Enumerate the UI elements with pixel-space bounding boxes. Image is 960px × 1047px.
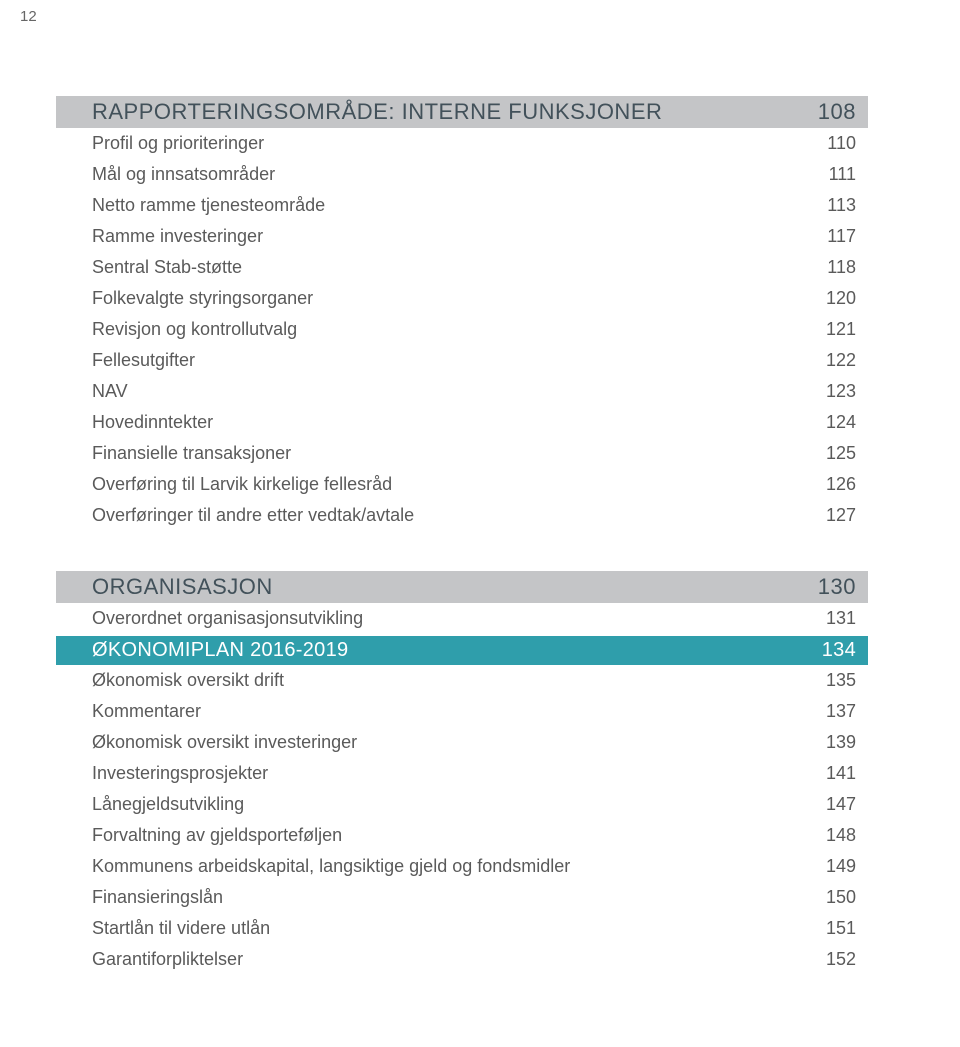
toc-label: NAV	[92, 381, 808, 402]
toc-item: Økonomisk oversikt drift135	[56, 665, 868, 696]
toc-label: Mål og innsatsområder	[92, 164, 808, 185]
toc-item: Ramme investeringer117	[56, 221, 868, 252]
toc-page: 139	[808, 732, 856, 753]
toc-item: Økonomisk oversikt investeringer139	[56, 727, 868, 758]
toc-label: Hovedinntekter	[92, 412, 808, 433]
section-title: ØKONOMIPLAN 2016-2019	[92, 639, 808, 662]
toc-label: Overføringer til andre etter vedtak/avta…	[92, 505, 808, 526]
toc-label: Finansielle transaksjoner	[92, 443, 808, 464]
toc-item: Overføring til Larvik kirkelige fellesrå…	[56, 469, 868, 500]
toc-page: 117	[808, 226, 856, 247]
toc-item: Kommentarer137	[56, 696, 868, 727]
toc-label: Økonomisk oversikt investeringer	[92, 732, 808, 753]
page-number: 12	[20, 8, 37, 25]
section-page: 130	[808, 574, 856, 600]
toc-item: Netto ramme tjenesteområde113	[56, 190, 868, 221]
toc-label: Kommentarer	[92, 701, 808, 722]
toc-page: 113	[808, 195, 856, 216]
toc-label: Overordnet organisasjonsutvikling	[92, 608, 808, 629]
toc-page: 127	[808, 505, 856, 526]
toc-label: Garantiforpliktelser	[92, 949, 808, 970]
section-page: 134	[808, 639, 856, 662]
toc-label: Forvaltning av gjeldsporteføljen	[92, 825, 808, 846]
toc-item: Startlån til videre utlån151	[56, 913, 868, 944]
toc-label: Startlån til videre utlån	[92, 918, 808, 939]
toc-item: Folkevalgte styringsorganer120	[56, 283, 868, 314]
toc-page: 149	[808, 856, 856, 877]
toc-label: Sentral Stab-støtte	[92, 257, 808, 278]
toc-page: 121	[808, 319, 856, 340]
toc-item: Overføringer til andre etter vedtak/avta…	[56, 500, 868, 531]
section-header-organisasjon: ORGANISASJON 130	[56, 571, 868, 603]
section-title: ORGANISASJON	[92, 574, 808, 600]
toc-item: Investeringsprosjekter141	[56, 758, 868, 789]
toc-page: 151	[808, 918, 856, 939]
toc-label: Revisjon og kontrollutvalg	[92, 319, 808, 340]
toc-label: Fellesutgifter	[92, 350, 808, 371]
section-title: RAPPORTERINGSOMRÅDE: INTERNE FUNKSJONER	[92, 99, 808, 125]
toc-page: 150	[808, 887, 856, 908]
toc-page: 111	[808, 164, 856, 185]
toc-item: Forvaltning av gjeldsporteføljen148	[56, 820, 868, 851]
toc-item: Revisjon og kontrollutvalg121	[56, 314, 868, 345]
toc-label: Folkevalgte styringsorganer	[92, 288, 808, 309]
toc-item: Mål og innsatsområder111	[56, 159, 868, 190]
toc-label: Overføring til Larvik kirkelige fellesrå…	[92, 474, 808, 495]
section-header-okonomiplan: ØKONOMIPLAN 2016-2019 134	[56, 636, 868, 665]
toc-label: Finansieringslån	[92, 887, 808, 908]
toc-page: 152	[808, 949, 856, 970]
toc-item: Profil og prioriteringer110	[56, 128, 868, 159]
toc-label: Investeringsprosjekter	[92, 763, 808, 784]
toc-page: 135	[808, 670, 856, 691]
toc-page: 122	[808, 350, 856, 371]
toc-item: Fellesutgifter122	[56, 345, 868, 376]
toc-page: 110	[808, 133, 856, 154]
toc-label: Ramme investeringer	[92, 226, 808, 247]
toc-label: Lånegjeldsutvikling	[92, 794, 808, 815]
toc-label: Kommunens arbeidskapital, langsiktige gj…	[92, 856, 808, 877]
toc-page: 118	[808, 257, 856, 278]
section-header-interne-funksjoner: RAPPORTERINGSOMRÅDE: INTERNE FUNKSJONER …	[56, 96, 868, 128]
toc-item: Overordnet organisasjonsutvikling131	[56, 603, 868, 634]
toc-item: Kommunens arbeidskapital, langsiktige gj…	[56, 851, 868, 882]
toc-item: Hovedinntekter124	[56, 407, 868, 438]
section-page: 108	[808, 99, 856, 125]
toc-page: 120	[808, 288, 856, 309]
toc-page: 126	[808, 474, 856, 495]
toc-item: Lånegjeldsutvikling147	[56, 789, 868, 820]
toc-label: Profil og prioriteringer	[92, 133, 808, 154]
toc-item: NAV123	[56, 376, 868, 407]
toc-page: 124	[808, 412, 856, 433]
toc-item: Finansielle transaksjoner125	[56, 438, 868, 469]
toc-label: Økonomisk oversikt drift	[92, 670, 808, 691]
toc-page: 147	[808, 794, 856, 815]
toc-item: Sentral Stab-støtte118	[56, 252, 868, 283]
toc-page: 137	[808, 701, 856, 722]
toc-item: Garantiforpliktelser152	[56, 944, 868, 975]
toc-page: 141	[808, 763, 856, 784]
toc-label: Netto ramme tjenesteområde	[92, 195, 808, 216]
toc-page: 123	[808, 381, 856, 402]
toc-content: RAPPORTERINGSOMRÅDE: INTERNE FUNKSJONER …	[0, 0, 960, 1015]
toc-page: 148	[808, 825, 856, 846]
toc-item: Finansieringslån150	[56, 882, 868, 913]
toc-page: 131	[808, 608, 856, 629]
toc-page: 125	[808, 443, 856, 464]
